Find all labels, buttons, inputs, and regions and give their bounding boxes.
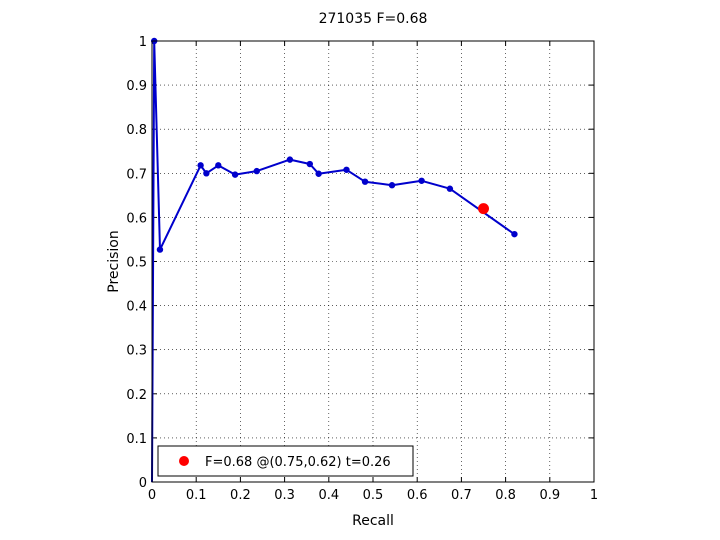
- series-point: [197, 162, 204, 169]
- x-tick-label: 0.5: [363, 488, 384, 503]
- y-tick-label: 0.8: [126, 123, 147, 138]
- y-tick-label: 1: [139, 35, 147, 50]
- y-tick-label: 0.7: [126, 167, 147, 182]
- series-point: [306, 160, 313, 168]
- series-point: [343, 166, 350, 173]
- y-axis-label: Precision: [106, 230, 122, 292]
- best-f-point: [478, 203, 489, 215]
- x-tick-label: 0.6: [407, 488, 428, 503]
- y-tick-label: 0.1: [126, 432, 147, 447]
- legend: F=0.68 @(0.75,0.62) t=0.26: [157, 445, 414, 477]
- legend-box: [157, 445, 414, 477]
- axis-ticks: 0 0.1 0.2 0.3 0.4 0.5 0.6 0.7 0.8 0.9 1 0 0.1 0.2 0.3 0…: [126, 35, 598, 503]
- series-point: [286, 156, 294, 163]
- y-tick-label: 0.5: [126, 256, 147, 271]
- series-point: [231, 171, 239, 178]
- y-tick-label: 0: [139, 476, 147, 491]
- x-tick-label: 0.2: [230, 488, 251, 503]
- x-tick-label: 0.3: [274, 488, 295, 503]
- series-point: [361, 178, 369, 185]
- legend-label: F=0.68 @(0.75,0.62) t=0.26: [205, 455, 391, 470]
- x-tick-label: 0.1: [186, 488, 207, 503]
- series-point: [156, 246, 164, 253]
- series-point: [511, 230, 518, 238]
- legend-marker: [179, 456, 189, 466]
- x-tick-label: 0.7: [451, 488, 472, 503]
- x-axis-label: Recall: [352, 513, 394, 529]
- y-tick-label: 0.3: [126, 344, 147, 359]
- x-tick-label: 0.9: [539, 488, 560, 503]
- y-tick-label: 0.4: [126, 300, 147, 315]
- series-point: [388, 182, 396, 189]
- grid: [152, 41, 594, 482]
- y-tick-label: 0.6: [126, 211, 147, 226]
- series-point: [446, 185, 454, 192]
- x-tick-label: 0.8: [495, 488, 516, 503]
- series-point: [418, 177, 425, 184]
- y-tick-label: 0.2: [126, 388, 147, 403]
- series-layer: [151, 37, 518, 483]
- series-point: [203, 170, 210, 177]
- series-point: [253, 167, 260, 175]
- chart-title: 271035 F=0.68: [319, 11, 428, 27]
- series-point: [315, 170, 322, 177]
- x-tick-label: 1: [590, 488, 598, 503]
- axes-box: [151, 40, 595, 483]
- series-point: [215, 162, 222, 169]
- x-tick-label: 0: [148, 488, 156, 503]
- y-tick-label: 0.9: [126, 79, 147, 94]
- x-tick-label: 0.4: [318, 488, 339, 503]
